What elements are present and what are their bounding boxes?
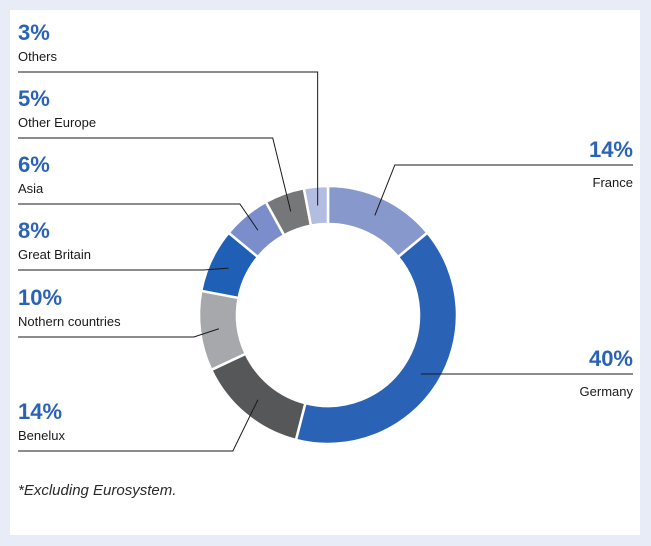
slice-others [302,184,330,228]
percent-benelux: 14% [18,399,62,424]
label-asia: Asia [18,181,44,196]
leader-others [18,71,319,206]
label-nothern-countries: Nothern countries [18,314,121,329]
leader-nothern-countries [18,328,220,338]
label-others: Others [18,49,58,64]
percent-others: 3% [18,20,50,45]
slice-labels: 3% Others 5% Other Europe 6% Asia 8% Great Brit… [18,20,633,443]
donut-slices [197,184,459,446]
percent-france: 14% [589,137,633,162]
percent-great-britain: 8% [18,218,50,243]
slice-germany [294,231,459,446]
slice-nothern-countries [197,289,248,372]
percent-other-europe: 5% [18,86,50,111]
percent-nothern-countries: 10% [18,285,62,310]
percent-asia: 6% [18,152,50,177]
chart-panel [10,10,640,535]
percent-germany: 40% [589,346,633,371]
leader-france [374,164,633,216]
leader-lines [18,71,633,452]
label-great-britain: Great Britain [18,247,91,262]
leader-other-europe [18,137,292,212]
footnote: *Excluding Eurosystem. [18,482,176,499]
label-france: France [593,175,633,190]
label-other-europe: Other Europe [18,115,96,130]
slice-benelux [209,352,307,442]
label-germany: Germany [580,384,634,399]
label-benelux: Benelux [18,428,65,443]
leader-great-britain [18,267,229,271]
leader-benelux [18,399,259,452]
leader-asia [18,203,259,231]
